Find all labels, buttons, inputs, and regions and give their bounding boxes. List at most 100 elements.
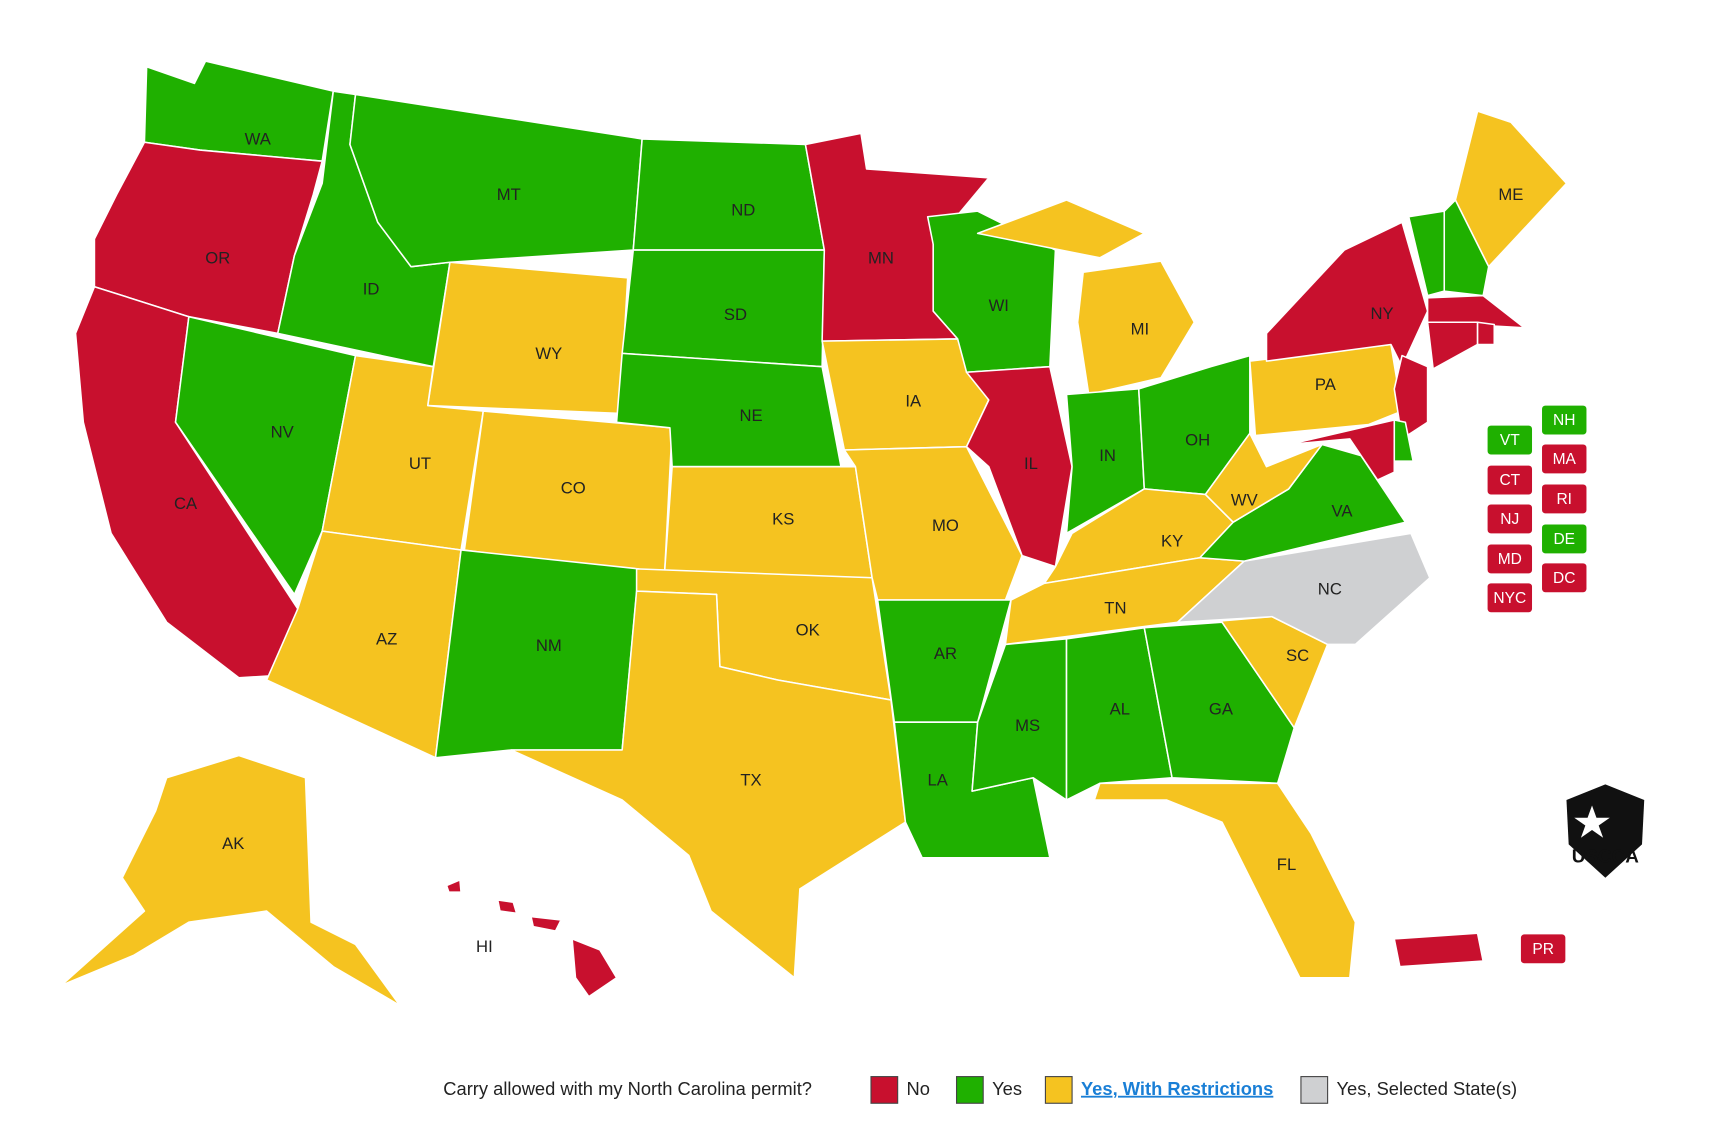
badge-label: DE — [1553, 531, 1575, 548]
state-shape — [445, 879, 462, 893]
legend-swatch — [1044, 1076, 1073, 1104]
badge-label: NJ — [1500, 511, 1519, 528]
badge-label: NH — [1553, 412, 1575, 429]
badge-label: RI — [1556, 491, 1572, 508]
state-label: OR — [205, 248, 230, 267]
state-shape — [1476, 321, 1496, 346]
state-label: AL — [1110, 699, 1130, 718]
legend: Carry allowed with my North Carolina per… — [443, 1076, 1517, 1104]
legend-question: Carry allowed with my North Carolina per… — [443, 1078, 812, 1099]
state-label: CO — [561, 478, 586, 497]
state-shape — [1443, 199, 1490, 297]
state-label: AK — [222, 834, 244, 853]
state-shape — [1176, 532, 1431, 646]
state-label: SD — [724, 305, 747, 324]
state-label: NC — [1318, 579, 1342, 598]
badge-label: NYC — [1493, 590, 1526, 607]
badge-label: CT — [1499, 472, 1520, 489]
state-label: WY — [535, 344, 562, 363]
state-label: WV — [1231, 491, 1259, 510]
state-shape — [965, 365, 1073, 568]
state-badge — [1487, 504, 1533, 534]
state-label: OH — [1185, 431, 1210, 450]
state-label: NM — [536, 636, 562, 655]
state-label: NY — [1370, 304, 1393, 323]
legend-swatch — [955, 1076, 984, 1104]
state-shape — [1426, 294, 1526, 329]
state-shape — [1065, 388, 1146, 535]
state-label: MN — [868, 248, 894, 267]
state-shape — [1393, 932, 1484, 968]
state-shape — [510, 590, 907, 979]
state-label: UT — [409, 454, 431, 473]
state-shape — [174, 315, 357, 596]
logo-shield — [1566, 784, 1645, 878]
state-label: ME — [1498, 185, 1523, 204]
state-label: MI — [1131, 319, 1150, 338]
state-badge — [1487, 465, 1533, 495]
state-label: ID — [363, 279, 380, 298]
state-label: NV — [271, 423, 295, 442]
state-shape — [663, 465, 873, 579]
state-label: KS — [772, 509, 794, 528]
state-shape — [1065, 626, 1173, 801]
state-label: IA — [905, 392, 922, 411]
state-shape — [496, 899, 518, 915]
state-label: KY — [1161, 532, 1183, 551]
state-badge — [1542, 484, 1587, 514]
state-badge — [1487, 425, 1533, 455]
state-shape — [1093, 782, 1357, 979]
badge-label: VT — [1500, 432, 1520, 449]
state-label: CA — [174, 494, 198, 513]
state-shape — [426, 261, 629, 415]
legend-swatch — [1300, 1076, 1329, 1104]
state-shape — [60, 754, 401, 1007]
legend-swatch — [870, 1076, 899, 1104]
legend-label: Yes, Selected State(s) — [1336, 1078, 1517, 1099]
state-label: LA — [927, 770, 948, 789]
state-shape — [1076, 260, 1196, 396]
state-label: MO — [932, 516, 959, 535]
state-badge — [1542, 405, 1587, 435]
state-label: VA — [1332, 502, 1354, 521]
state-shape — [1143, 621, 1296, 785]
state-shape — [632, 138, 826, 251]
state-label: MS — [1015, 716, 1040, 735]
badge-label: MA — [1553, 451, 1577, 468]
legend-label: No — [907, 1078, 930, 1099]
state-label: AR — [934, 644, 957, 663]
state-shape — [530, 915, 562, 932]
state-label: PA — [1315, 375, 1337, 394]
state-shape — [1204, 432, 1323, 524]
state-label: IL — [1024, 454, 1038, 473]
state-labels: WA OR CA ID NV MT WY UT CO AZ NM ND SD NE KS OK TX MN IA MO… — [174, 129, 1587, 964]
state-shape — [976, 199, 1146, 259]
state-badge — [1520, 934, 1566, 964]
state-label: NE — [739, 406, 762, 425]
state-shape — [265, 530, 462, 759]
state-label: SC — [1286, 646, 1309, 665]
logo-text: USCCA — [1572, 847, 1639, 868]
state-label: WI — [989, 296, 1009, 315]
logo: USCCA — [1566, 784, 1645, 878]
state-label: TN — [1104, 598, 1126, 617]
state-badge — [1542, 444, 1587, 474]
state-label: TX — [740, 770, 761, 789]
badge-label: DC — [1553, 570, 1575, 587]
state-shapes — [60, 60, 1568, 1007]
state-label: HI — [476, 937, 493, 956]
state-shape — [1287, 419, 1396, 481]
state-label: IN — [1099, 446, 1116, 465]
legend-label: Yes — [992, 1078, 1022, 1099]
badge-label: PR — [1532, 941, 1554, 958]
state-shape — [571, 938, 618, 998]
state-label: MT — [497, 185, 521, 204]
state-badge — [1542, 524, 1587, 554]
state-shape — [349, 93, 643, 268]
legend-label[interactable]: Yes, With Restrictions — [1081, 1078, 1273, 1099]
state-shape — [1393, 354, 1429, 440]
state-label: OK — [796, 621, 820, 640]
state-shape — [1265, 221, 1429, 368]
